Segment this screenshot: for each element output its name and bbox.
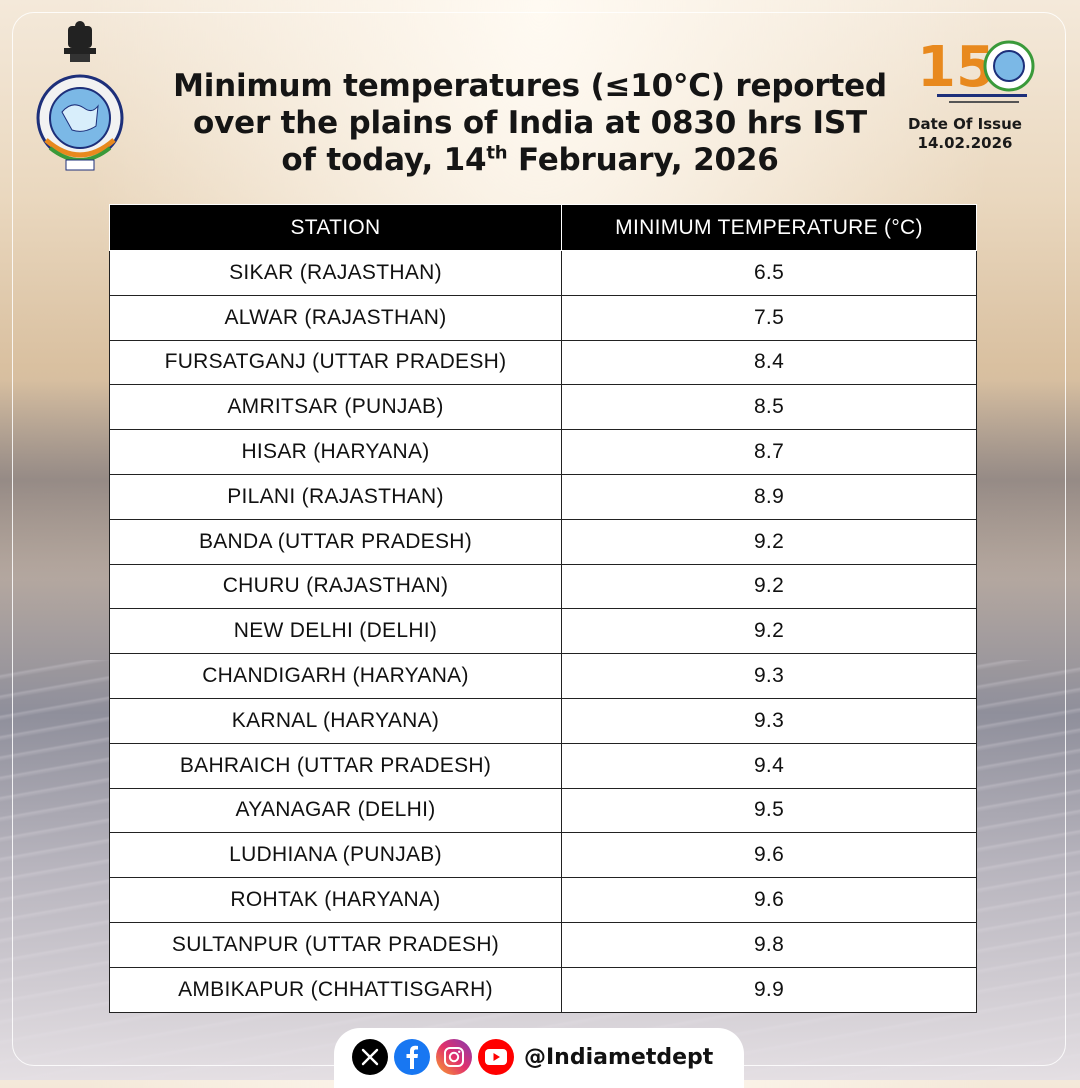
temperature-cell: 7.5 [561, 294, 977, 341]
title-line-2: over the plains of India at 0830 hrs IST [193, 105, 867, 141]
temperature-cell: 9.3 [561, 697, 977, 744]
temperature-cell: 9.2 [561, 608, 977, 655]
table-row: CHURU (RAJASTHAN) 9.2 [109, 563, 977, 610]
social-icons [352, 1038, 514, 1076]
anniversary-150-logo: 150 [917, 35, 1035, 103]
temperature-cell: 8.7 [561, 429, 977, 475]
station-cell: CHANDIGARH (HARYANA) [109, 653, 562, 699]
temperature-cell: 6.5 [561, 250, 977, 296]
table-header-row: STATION MINIMUM TEMPERATURE (°C) [109, 204, 977, 251]
temperature-cell: 9.9 [561, 966, 977, 1013]
social-handle[interactable]: @Indiametdept [524, 1045, 714, 1070]
column-header-temperature: MINIMUM TEMPERATURE (°C) [561, 204, 977, 251]
table-row: SULTANPUR (UTTAR PRADESH) 9.8 [109, 921, 977, 968]
temperature-cell: 9.2 [561, 518, 977, 565]
temperature-cell: 9.8 [561, 921, 977, 968]
table-row: LUDHIANA (PUNJAB) 9.6 [109, 832, 977, 879]
title-line-1: Minimum temperatures (≤10°C) reported [173, 68, 887, 104]
table-row: CHANDIGARH (HARYANA) 9.3 [109, 653, 977, 699]
title-line-3-pre: of today, 14 [281, 142, 487, 178]
temperature-table: STATION MINIMUM TEMPERATURE (°C) SIKAR (… [109, 204, 977, 1013]
station-cell: KARNAL (HARYANA) [109, 697, 562, 744]
x-icon[interactable] [352, 1039, 388, 1075]
station-cell: LUDHIANA (PUNJAB) [109, 832, 562, 879]
title-line-3-sup: th [486, 142, 508, 164]
station-cell: BANDA (UTTAR PRADESH) [109, 518, 562, 565]
table-row: BANDA (UTTAR PRADESH) 9.2 [109, 518, 977, 565]
issue-date: 14.02.2026 [917, 134, 1013, 152]
temperature-cell: 9.5 [561, 787, 977, 834]
table-row: SIKAR (RAJASTHAN) 6.5 [109, 250, 977, 296]
station-cell: PILANI (RAJASTHAN) [109, 473, 562, 520]
table-body: SIKAR (RAJASTHAN) 6.5 ALWAR (RAJASTHAN) 7.5… [109, 250, 977, 1013]
temperature-cell: 8.5 [561, 384, 977, 431]
table-row: BAHRAICH (UTTAR PRADESH) 9.4 [109, 742, 977, 789]
temperature-cell: 8.9 [561, 473, 977, 520]
table-row: HISAR (HARYANA) 8.7 [109, 429, 977, 475]
table-row: AYANAGAR (DELHI) 9.5 [109, 787, 977, 834]
station-cell: ALWAR (RAJASTHAN) [109, 294, 562, 341]
issue-label: Date Of Issue [908, 115, 1022, 133]
station-cell: CHURU (RAJASTHAN) [109, 563, 562, 610]
page-title: Minimum temperatures (≤10°C) reported ov… [130, 68, 930, 179]
station-cell: SULTANPUR (UTTAR PRADESH) [109, 921, 562, 968]
temperature-cell: 9.6 [561, 832, 977, 879]
column-header-station: STATION [109, 204, 562, 251]
facebook-icon[interactable] [394, 1039, 430, 1075]
table-row: FURSATGANJ (UTTAR PRADESH) 8.4 [109, 339, 977, 386]
instagram-icon[interactable] [436, 1039, 472, 1075]
imd-logo [36, 21, 124, 171]
station-cell: ROHTAK (HARYANA) [109, 877, 562, 923]
youtube-icon[interactable] [478, 1039, 514, 1075]
station-cell: AMBIKAPUR (CHHATTISGARH) [109, 966, 562, 1013]
table-row: PILANI (RAJASTHAN) 8.9 [109, 473, 977, 520]
table-row: ROHTAK (HARYANA) 9.6 [109, 877, 977, 923]
table-row: AMRITSAR (PUNJAB) 8.5 [109, 384, 977, 431]
temperature-cell: 9.6 [561, 877, 977, 923]
station-cell: AMRITSAR (PUNJAB) [109, 384, 562, 431]
station-cell: AYANAGAR (DELHI) [109, 787, 562, 834]
station-cell: BAHRAICH (UTTAR PRADESH) [109, 742, 562, 789]
table-row: KARNAL (HARYANA) 9.3 [109, 697, 977, 744]
station-cell: FURSATGANJ (UTTAR PRADESH) [109, 339, 562, 386]
station-cell: SIKAR (RAJASTHAN) [109, 250, 562, 296]
title-line-3-post: February, 2026 [507, 142, 779, 178]
temperature-cell: 9.3 [561, 653, 977, 699]
station-cell: NEW DELHI (DELHI) [109, 608, 562, 655]
temperature-cell: 9.4 [561, 742, 977, 789]
table-row: ALWAR (RAJASTHAN) 7.5 [109, 294, 977, 341]
station-cell: HISAR (HARYANA) [109, 429, 562, 475]
temperature-cell: 9.2 [561, 563, 977, 610]
temperature-cell: 8.4 [561, 339, 977, 386]
title-line-3: of today, 14th February, 2026 [130, 142, 930, 179]
issue-date-block: Date Of Issue 14.02.2026 [905, 115, 1025, 153]
table-row: AMBIKAPUR (CHHATTISGARH) 9.9 [109, 966, 977, 1013]
table-row: NEW DELHI (DELHI) 9.2 [109, 608, 977, 655]
